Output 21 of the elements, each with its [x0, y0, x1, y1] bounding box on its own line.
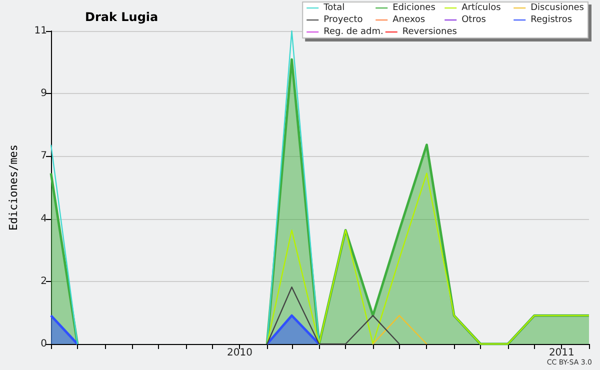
y-tick-label: 0 [40, 338, 47, 350]
y-tick-label: 11 [34, 26, 47, 36]
legend-label: Reversiones [402, 27, 458, 37]
legend-label: Registros [530, 15, 572, 25]
legend-label: Otros [462, 15, 486, 25]
legend-label: Proyecto [324, 15, 364, 25]
legend-label: Ediciones [392, 3, 436, 13]
y-axis-title: Ediciones/mes [7, 144, 20, 231]
y-tick-label: 7 [40, 150, 47, 162]
x-tick-label: 2010 [227, 348, 252, 358]
legend-label: Discusiones [530, 3, 584, 13]
legend-label: Anexos [392, 15, 426, 25]
legend-label: Total [322, 3, 345, 13]
legend-label: Artículos [462, 2, 502, 13]
x-tick-label: 2011 [548, 348, 574, 358]
y-tick-label: 2 [40, 276, 47, 287]
legend-label: Reg. de adm. [324, 27, 384, 37]
y-tick-label: 4 [40, 213, 47, 224]
chart-title: Drak Lugia [85, 10, 158, 24]
y-tick-label: 9 [40, 88, 47, 100]
line-series [266, 172, 590, 345]
